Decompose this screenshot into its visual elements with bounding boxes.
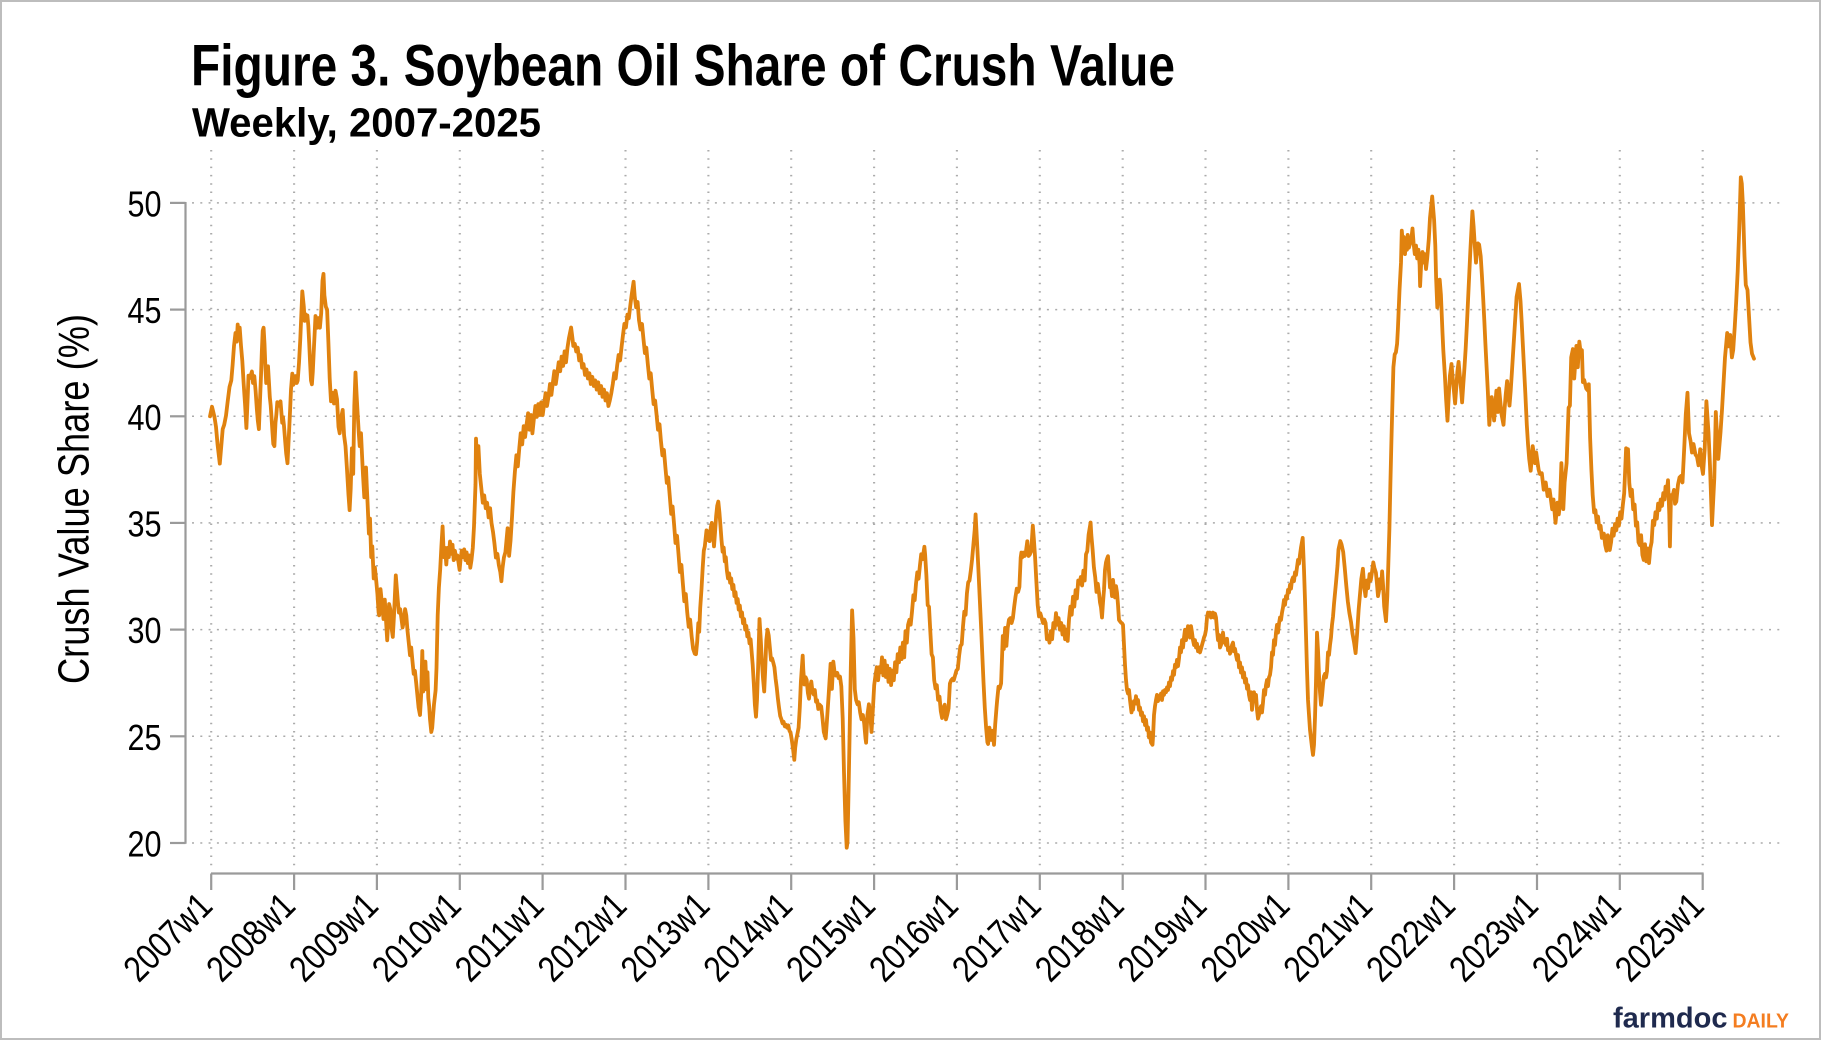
svg-text:45: 45 [128,290,162,331]
svg-text:30: 30 [128,610,162,651]
svg-text:20: 20 [128,824,162,865]
svg-text:50: 50 [128,184,162,225]
svg-text:25: 25 [128,717,162,758]
svg-text:Crush Value Share (%): Crush Value Share (%) [50,314,99,684]
svg-text:Figure 3. Soybean Oil Share of: Figure 3. Soybean Oil Share of Crush Val… [191,34,1175,99]
svg-text:DAILY: DAILY [1733,1011,1790,1033]
svg-text:Weekly, 2007-2025: Weekly, 2007-2025 [192,100,541,146]
svg-text:farmdoc: farmdoc [1613,1003,1728,1035]
svg-text:40: 40 [128,397,162,438]
svg-text:35: 35 [128,504,162,545]
